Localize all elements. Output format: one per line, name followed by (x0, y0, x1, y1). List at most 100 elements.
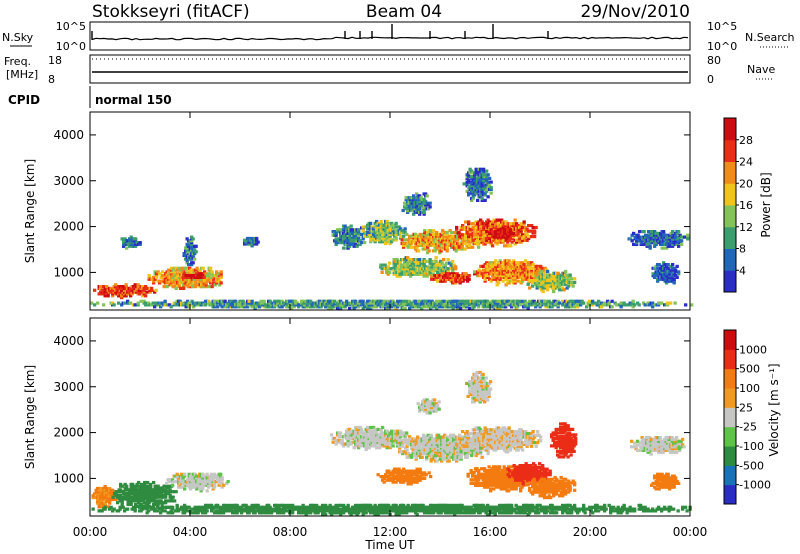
range-cell (467, 193, 471, 197)
range-cell (662, 231, 666, 235)
range-cell (398, 446, 402, 450)
range-cell (466, 279, 470, 283)
range-cell (515, 261, 519, 265)
range-cell (203, 279, 207, 283)
range-cell (144, 294, 148, 298)
range-cell (215, 272, 219, 276)
data-patch (360, 219, 407, 246)
range-cell (410, 201, 414, 205)
range-cell (138, 242, 142, 246)
nsky-label: N.Sky (2, 31, 34, 44)
range-cell (364, 225, 368, 229)
range-cell (399, 440, 403, 444)
range-cell (430, 299, 434, 303)
range-cell (565, 273, 569, 277)
range-cell (318, 299, 322, 303)
range-cell (399, 230, 403, 235)
range-cell (214, 299, 218, 303)
range-cell (375, 429, 379, 433)
range-cell (520, 299, 524, 303)
range-cell (464, 220, 468, 224)
range-cell (512, 264, 516, 268)
range-cell (210, 270, 214, 274)
range-cell (366, 427, 370, 431)
range-cell (635, 239, 639, 243)
range-cell (413, 267, 417, 271)
range-cell (213, 274, 217, 278)
range-cell (515, 240, 519, 244)
range-cell (435, 299, 439, 303)
range-cell (143, 480, 147, 485)
range-cell (417, 243, 421, 247)
range-cell (494, 263, 498, 267)
range-cell (106, 505, 110, 509)
range-cell (407, 203, 411, 207)
range-cell (111, 488, 115, 492)
range-cell (140, 497, 144, 501)
range-cell (198, 268, 202, 272)
range-cell (167, 486, 171, 490)
range-cell (194, 250, 198, 254)
range-cell (465, 189, 469, 193)
range-cell (503, 264, 507, 268)
range-cell (358, 444, 362, 448)
range-cell (164, 488, 168, 492)
range-cell (463, 241, 467, 246)
range-cell (486, 186, 490, 190)
range-cell (250, 299, 254, 303)
range-cell (571, 284, 575, 288)
range-cell (361, 237, 365, 241)
range-cell (477, 227, 481, 231)
range-cell (428, 201, 432, 205)
range-cell (125, 486, 129, 490)
range-cell (462, 305, 466, 309)
range-cell (498, 231, 502, 235)
range-cell (146, 486, 150, 490)
range-cell (209, 266, 213, 270)
range-cell (439, 259, 443, 263)
range-cell (342, 228, 346, 232)
range-cell (321, 301, 325, 305)
range-cell (193, 248, 197, 252)
range-cell (349, 436, 353, 441)
range-cell (492, 238, 496, 242)
range-cell (403, 205, 407, 209)
range-cell (366, 234, 370, 238)
range-cell (202, 275, 206, 279)
range-cell (161, 486, 165, 490)
range-cell (390, 305, 394, 309)
range-cell (255, 238, 259, 242)
data-patch (91, 485, 118, 509)
range-cell (465, 182, 469, 186)
range-cell (114, 491, 118, 496)
range-cell (250, 303, 254, 307)
range-cell (427, 234, 431, 238)
range-cell (405, 433, 409, 437)
range-cell (195, 272, 199, 276)
range-cell (243, 242, 247, 246)
range-cell (480, 238, 484, 242)
range-cell (591, 299, 595, 303)
range-cell (373, 427, 377, 431)
range-cell (120, 237, 124, 241)
range-cell (541, 290, 545, 294)
range-cell (650, 230, 654, 234)
range-cell (124, 285, 128, 289)
range-cell (512, 268, 516, 272)
range-cell (153, 305, 157, 309)
range-cell (91, 496, 95, 500)
cpid-label: CPID (8, 93, 40, 107)
range-cell (467, 222, 471, 226)
range-cell (423, 243, 427, 247)
range-cell (405, 441, 409, 445)
range-cell (474, 236, 478, 241)
range-cell (460, 247, 464, 251)
range-cell (492, 235, 496, 239)
range-cell (340, 442, 344, 446)
range-cell (231, 305, 235, 309)
range-cell (215, 275, 219, 279)
range-cell (570, 305, 574, 309)
range-cell (194, 268, 198, 272)
range-cell (183, 303, 187, 307)
